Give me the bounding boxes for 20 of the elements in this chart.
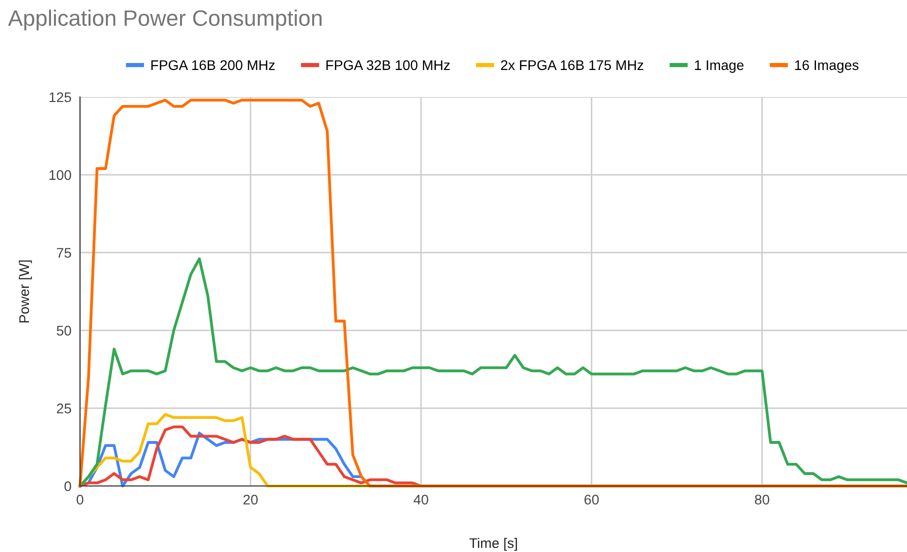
legend-label: 16 Images (795, 60, 858, 73)
x-tick-label: 80 (754, 494, 770, 505)
y-tick-label: 125 (50, 92, 72, 102)
line-series (78, 98, 907, 488)
legend-label: 2x FPGA 16B 175 MHz (501, 60, 644, 70)
legend-label: FPGA 16B 200 MHz (151, 60, 275, 70)
x-tick-label: 60 (584, 494, 599, 505)
chart-title: Application Power Consumption (8, 10, 322, 30)
legend-label: FPGA 32B 100 MHz (326, 60, 450, 70)
y-tick-label: 75 (56, 248, 72, 258)
x-axis-title: Time [s] (469, 538, 517, 551)
x-tick-label: 40 (414, 494, 428, 505)
legend-label: 1 Image (694, 60, 744, 73)
y-axis-title: Power [W] (18, 260, 32, 322)
y-tick-label: 25 (56, 404, 72, 414)
y-tick-label: 100 (50, 170, 72, 180)
y-tick-label: 0 (64, 481, 72, 492)
x-tick-label: 0 (76, 494, 84, 505)
y-tick-label: 50 (56, 326, 72, 336)
x-tick-label: 20 (243, 494, 258, 505)
